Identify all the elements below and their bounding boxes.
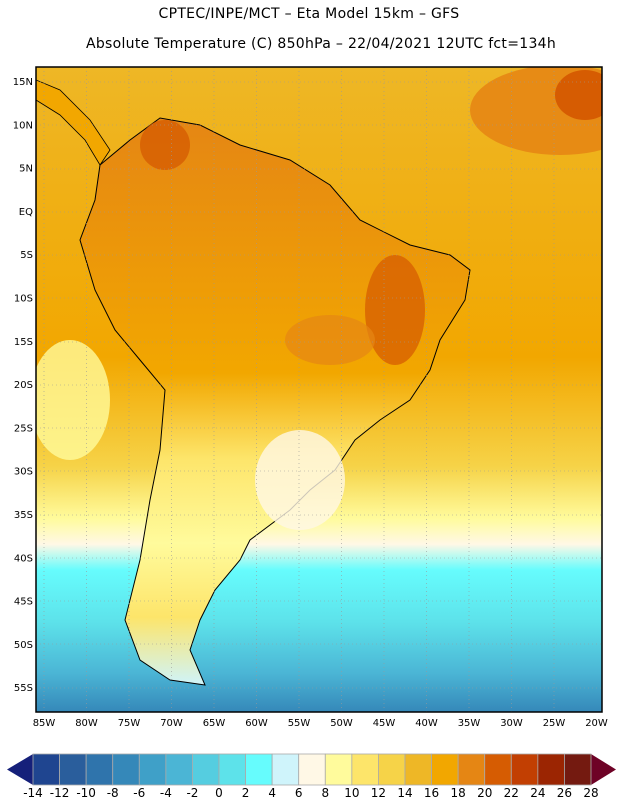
colorbar-swatch bbox=[218, 753, 246, 786]
colorbar-label: 26 bbox=[557, 786, 572, 800]
colorbar-swatch bbox=[351, 753, 379, 786]
latitude-label: 35S bbox=[14, 510, 33, 521]
map-frame bbox=[35, 66, 603, 713]
colorbar-label: 16 bbox=[424, 786, 439, 800]
colorbar-swatch bbox=[484, 753, 512, 786]
latitude-label: 15N bbox=[13, 77, 33, 88]
colorbar-label: 20 bbox=[477, 786, 492, 800]
colorbar-swatch bbox=[510, 753, 539, 786]
longitude-labels: 85W 80W 75W 70W 65W 60W 55W 50W 45W 40W 35W 30W 25W 2… bbox=[33, 718, 608, 729]
colorbar-over-arrow bbox=[591, 754, 616, 785]
colorbar-label: 28 bbox=[583, 786, 598, 800]
latitude-label: 10N bbox=[13, 120, 33, 131]
colorbar-label: -10 bbox=[76, 786, 96, 800]
colorbar-label: -8 bbox=[107, 786, 119, 800]
colorbar-label: 24 bbox=[530, 786, 545, 800]
longitude-label: 65W bbox=[203, 718, 226, 729]
latitude-label: 5S bbox=[20, 250, 33, 261]
colorbar-label: 6 bbox=[295, 786, 303, 800]
longitude-label: 45W bbox=[373, 718, 396, 729]
colorbar-swatch bbox=[245, 753, 273, 786]
latitude-label: 40S bbox=[14, 553, 33, 564]
map-subtitle: Absolute Temperature (C) 850hPa – 22/04/… bbox=[85, 36, 557, 52]
longitude-label: 70W bbox=[160, 718, 183, 729]
longitude-label: 75W bbox=[118, 718, 141, 729]
colorbar-label: 14 bbox=[397, 786, 412, 800]
longitude-label: 85W bbox=[33, 718, 56, 729]
colorbar-swatch bbox=[324, 753, 353, 786]
colorbar-label: 18 bbox=[451, 786, 466, 800]
colorbar-label: 8 bbox=[321, 786, 329, 800]
colorbar-label: 10 bbox=[344, 786, 359, 800]
colorbar-swatch bbox=[298, 753, 326, 786]
colorbar-swatch bbox=[85, 753, 114, 786]
colorbar-label: -2 bbox=[186, 786, 198, 800]
colorbar-under-arrow bbox=[7, 754, 33, 785]
latitude-label: 20S bbox=[14, 380, 33, 391]
latitude-label: 25S bbox=[14, 423, 33, 434]
colorbar-label: 4 bbox=[268, 786, 276, 800]
longitude-label: 55W bbox=[288, 718, 311, 729]
colorbar: -14 -12 -10 -8 -6 -4 -2 0 2 4 6 8 10 12 14 16 18 20 22 24 26… bbox=[7, 753, 616, 800]
latitude-label: 15S bbox=[14, 337, 33, 348]
colorbar-swatch bbox=[271, 753, 300, 786]
colorbar-swatch bbox=[32, 753, 60, 786]
latitude-label: 5N bbox=[19, 164, 33, 175]
colorbar-swatch bbox=[537, 753, 565, 786]
colorbar-swatch bbox=[112, 753, 140, 786]
longitude-label: 30W bbox=[500, 718, 523, 729]
colorbar-swatch bbox=[431, 753, 459, 786]
longitude-label: 35W bbox=[458, 718, 481, 729]
colorbar-swatch bbox=[138, 753, 167, 786]
colorbar-swatch bbox=[165, 753, 193, 786]
colorbar-label: 0 bbox=[215, 786, 223, 800]
longitude-label: 40W bbox=[415, 718, 438, 729]
map-title: CPTEC/INPE/MCT – Eta Model 15km – GFS bbox=[158, 6, 460, 22]
colorbar-swatch bbox=[457, 753, 486, 786]
longitude-label: 20W bbox=[585, 718, 608, 729]
longitude-label: 50W bbox=[330, 718, 353, 729]
longitude-label: 80W bbox=[75, 718, 98, 729]
latitude-label: 30S bbox=[14, 467, 33, 478]
temperature-field bbox=[36, 67, 602, 712]
latitude-label: 55S bbox=[14, 683, 33, 694]
colorbar-label: -12 bbox=[50, 786, 70, 800]
colorbar-label: -14 bbox=[23, 786, 43, 800]
latitude-label: 10S bbox=[14, 294, 33, 305]
colorbar-swatch bbox=[59, 753, 87, 786]
colorbar-label: 22 bbox=[504, 786, 519, 800]
longitude-label: 60W bbox=[245, 718, 268, 729]
latitude-label: 50S bbox=[14, 640, 33, 651]
longitude-label: 25W bbox=[543, 718, 566, 729]
latitude-label: EQ bbox=[19, 207, 33, 218]
colorbar-swatch bbox=[192, 753, 220, 786]
colorbar-label: -4 bbox=[160, 786, 172, 800]
latitude-label: 45S bbox=[14, 597, 33, 608]
colorbar-swatch bbox=[378, 753, 406, 786]
colorbar-swatch bbox=[564, 753, 592, 786]
colorbar-label: -6 bbox=[133, 786, 145, 800]
colorbar-label: 12 bbox=[371, 786, 386, 800]
colorbar-label: 2 bbox=[242, 786, 250, 800]
latitude-labels: 15N 10N 5N EQ 5S 10S 15S 20S 25S 30S 35S 40S 45S 50S 5… bbox=[13, 77, 33, 694]
colorbar-swatch bbox=[404, 753, 432, 786]
